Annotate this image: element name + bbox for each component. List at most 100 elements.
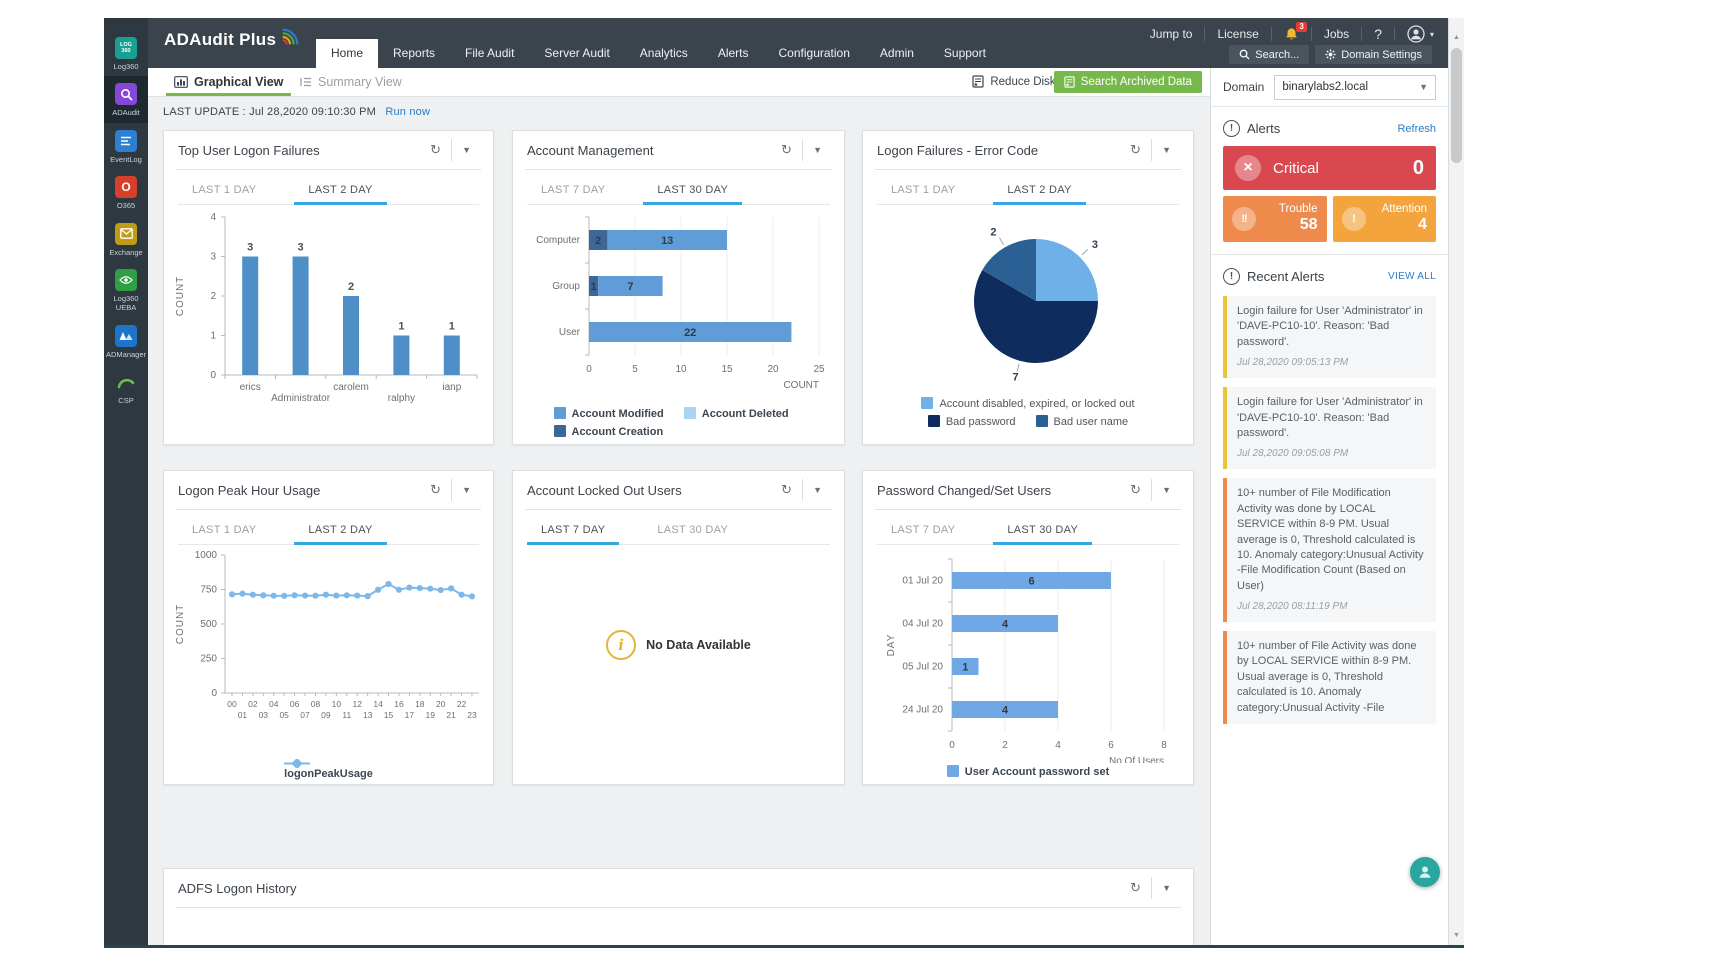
view-all-link[interactable]: VIEW ALL bbox=[1388, 271, 1436, 282]
chevron-down-icon[interactable]: ▼ bbox=[802, 138, 832, 162]
tab-last-1-day[interactable]: LAST 1 DAY bbox=[192, 524, 257, 536]
nav-item-admin[interactable]: Admin bbox=[879, 46, 914, 60]
help-icon[interactable]: ? bbox=[1374, 26, 1382, 42]
critical-count: 0 bbox=[1412, 156, 1424, 179]
trouble-alerts-box[interactable]: !! Trouble 58 bbox=[1223, 196, 1327, 242]
svg-text:8: 8 bbox=[1161, 740, 1167, 751]
tab-last-7-day[interactable]: LAST 7 DAY bbox=[541, 184, 606, 196]
search-archived-data-button[interactable]: Search Archived Data bbox=[1053, 71, 1202, 93]
chevron-down-icon[interactable]: ▼ bbox=[802, 478, 832, 502]
svg-text:Computer: Computer bbox=[536, 235, 581, 246]
refresh-icon[interactable]: ↻ bbox=[430, 141, 442, 157]
svg-text:0: 0 bbox=[586, 364, 592, 375]
scrollbar-thumb[interactable] bbox=[1451, 48, 1462, 163]
nav-item-configuration[interactable]: Configuration bbox=[778, 46, 850, 60]
domain-settings-button[interactable]: Domain Settings bbox=[1315, 45, 1432, 64]
nav-item-alerts[interactable]: Alerts bbox=[717, 46, 749, 60]
nav-item-analytics[interactable]: Analytics bbox=[639, 46, 688, 60]
card-password-changed-set-users: Password Changed/Set Users ↻ ▼ LAST 7 DAY… bbox=[862, 470, 1194, 785]
alert-circle-icon: ! bbox=[1223, 120, 1240, 137]
sidebar-item-log360[interactable]: LOG 360 Log360 bbox=[104, 30, 148, 76]
sidebar-item-exchange[interactable]: Exchange bbox=[104, 216, 148, 262]
jobs-link[interactable]: Jobs bbox=[1323, 27, 1350, 41]
sidebar-item-csp[interactable]: CSP bbox=[104, 364, 148, 410]
tab-last-30-day[interactable]: LAST 30 DAY bbox=[657, 524, 729, 536]
svg-text:09: 09 bbox=[321, 710, 331, 720]
jump-to-link[interactable]: Jump to bbox=[1149, 27, 1193, 41]
svg-text:08: 08 bbox=[310, 699, 320, 709]
gear-icon bbox=[1325, 49, 1336, 60]
tab-last-1-day[interactable]: LAST 1 DAY bbox=[891, 184, 956, 196]
refresh-icon[interactable]: ↻ bbox=[1130, 481, 1142, 497]
tab-last-2-day[interactable]: LAST 2 DAY bbox=[294, 180, 387, 205]
card-title: Top User Logon Failures bbox=[178, 142, 320, 158]
svg-text:13: 13 bbox=[661, 235, 673, 247]
sidebar-item-admanager[interactable]: ADManager bbox=[104, 318, 148, 364]
tab-last-7-day[interactable]: LAST 7 DAY bbox=[891, 524, 956, 536]
card-title: ADFS Logon History bbox=[178, 880, 297, 896]
alerts-refresh-link[interactable]: Refresh bbox=[1397, 122, 1436, 135]
nav-item-reports[interactable]: Reports bbox=[393, 46, 436, 60]
divider bbox=[1361, 27, 1363, 41]
trouble-double-exclamation-icon: !! bbox=[1232, 207, 1256, 231]
attention-alerts-box[interactable]: ! Attention 4 bbox=[1332, 196, 1436, 242]
svg-text:2: 2 bbox=[595, 235, 601, 247]
alert-list-item[interactable]: Login failure for User 'Administrator' i… bbox=[1223, 296, 1436, 379]
notifications-bell-icon[interactable]: 3 bbox=[1284, 21, 1307, 42]
critical-alerts-box[interactable]: × Critical 0 bbox=[1223, 146, 1436, 190]
card-account-locked-out-users: Account Locked Out Users ↻ ▼ LAST 7 DAY L… bbox=[512, 470, 845, 785]
sidebar-item-log360-ueba[interactable]: Log360 UEBA bbox=[104, 262, 148, 318]
domain-select[interactable]: binarylabs2.local ▼ bbox=[1274, 74, 1436, 100]
tab-graphical-view[interactable]: Graphical View bbox=[165, 68, 292, 96]
chevron-down-icon[interactable]: ▼ bbox=[451, 478, 481, 502]
scrollbar-down-arrow[interactable]: ▼ bbox=[1453, 932, 1460, 939]
nav-item-server-audit[interactable]: Server Audit bbox=[544, 46, 610, 60]
attention-count: 4 bbox=[1418, 216, 1427, 234]
divider bbox=[1204, 27, 1206, 41]
tab-last-2-day[interactable]: LAST 2 DAY bbox=[993, 180, 1086, 205]
sidebar-item-o365[interactable]: O O365 bbox=[104, 169, 148, 215]
tab-last-2-day[interactable]: LAST 2 DAY bbox=[294, 520, 387, 545]
svg-text:10: 10 bbox=[675, 364, 687, 375]
svg-text:01: 01 bbox=[237, 710, 247, 720]
scrollbar-up-arrow[interactable]: ▲ bbox=[1453, 34, 1460, 41]
user-account-icon[interactable]: ▾ bbox=[1407, 25, 1434, 43]
refresh-icon[interactable]: ↻ bbox=[1130, 141, 1142, 157]
tab-last-7-day[interactable]: LAST 7 DAY bbox=[527, 520, 620, 545]
chevron-down-icon[interactable]: ▼ bbox=[1151, 876, 1181, 900]
tab-last-1-day[interactable]: LAST 1 DAY bbox=[192, 184, 257, 196]
chevron-down-icon[interactable]: ▼ bbox=[1151, 478, 1181, 502]
svg-text:3: 3 bbox=[297, 242, 303, 254]
refresh-icon[interactable]: ↻ bbox=[1130, 879, 1142, 895]
alert-list-item[interactable]: 10+ number of File Modification Activity… bbox=[1223, 478, 1436, 623]
tab-last-30-day[interactable]: LAST 30 DAY bbox=[643, 180, 743, 205]
card-title: Account Locked Out Users bbox=[527, 482, 682, 498]
svg-text:1: 1 bbox=[448, 321, 454, 333]
support-chat-bubble[interactable] bbox=[1410, 857, 1440, 887]
refresh-icon[interactable]: ↻ bbox=[430, 481, 442, 497]
last-update-row: LAST UPDATE : Jul 28,2020 09:10:30 PM Ru… bbox=[163, 106, 430, 118]
svg-text:22: 22 bbox=[456, 699, 466, 709]
chevron-down-icon[interactable]: ▼ bbox=[451, 138, 481, 162]
alert-list-item[interactable]: Login failure for User 'Administrator' i… bbox=[1223, 387, 1436, 470]
svg-text:4: 4 bbox=[210, 212, 216, 223]
license-link[interactable]: License bbox=[1217, 27, 1259, 41]
refresh-icon[interactable]: ↻ bbox=[781, 481, 793, 497]
sidebar-item-adaudit[interactable]: ADAudit bbox=[104, 76, 148, 123]
nav-item-home[interactable]: Home bbox=[316, 39, 379, 68]
svg-text:5: 5 bbox=[632, 364, 638, 375]
search-button[interactable]: Search... bbox=[1229, 45, 1310, 64]
chevron-down-icon[interactable]: ▼ bbox=[1151, 138, 1181, 162]
nav-item-file-audit[interactable]: File Audit bbox=[465, 46, 515, 60]
tab-last-30-day[interactable]: LAST 30 DAY bbox=[993, 520, 1093, 545]
alert-list-item[interactable]: 10+ number of File Activity was done by … bbox=[1223, 631, 1436, 725]
run-now-link[interactable]: Run now bbox=[385, 106, 431, 118]
sidebar-item-eventlog[interactable]: EventLog bbox=[104, 123, 148, 169]
svg-text:15: 15 bbox=[383, 710, 393, 720]
tab-summary-view[interactable]: Summary View bbox=[300, 68, 402, 95]
nav-item-support[interactable]: Support bbox=[943, 46, 986, 60]
vertical-scrollbar[interactable]: ▲ ▼ bbox=[1448, 18, 1464, 945]
refresh-icon[interactable]: ↻ bbox=[781, 141, 793, 157]
critical-x-icon: × bbox=[1235, 155, 1261, 181]
svg-text:06: 06 bbox=[289, 699, 299, 709]
